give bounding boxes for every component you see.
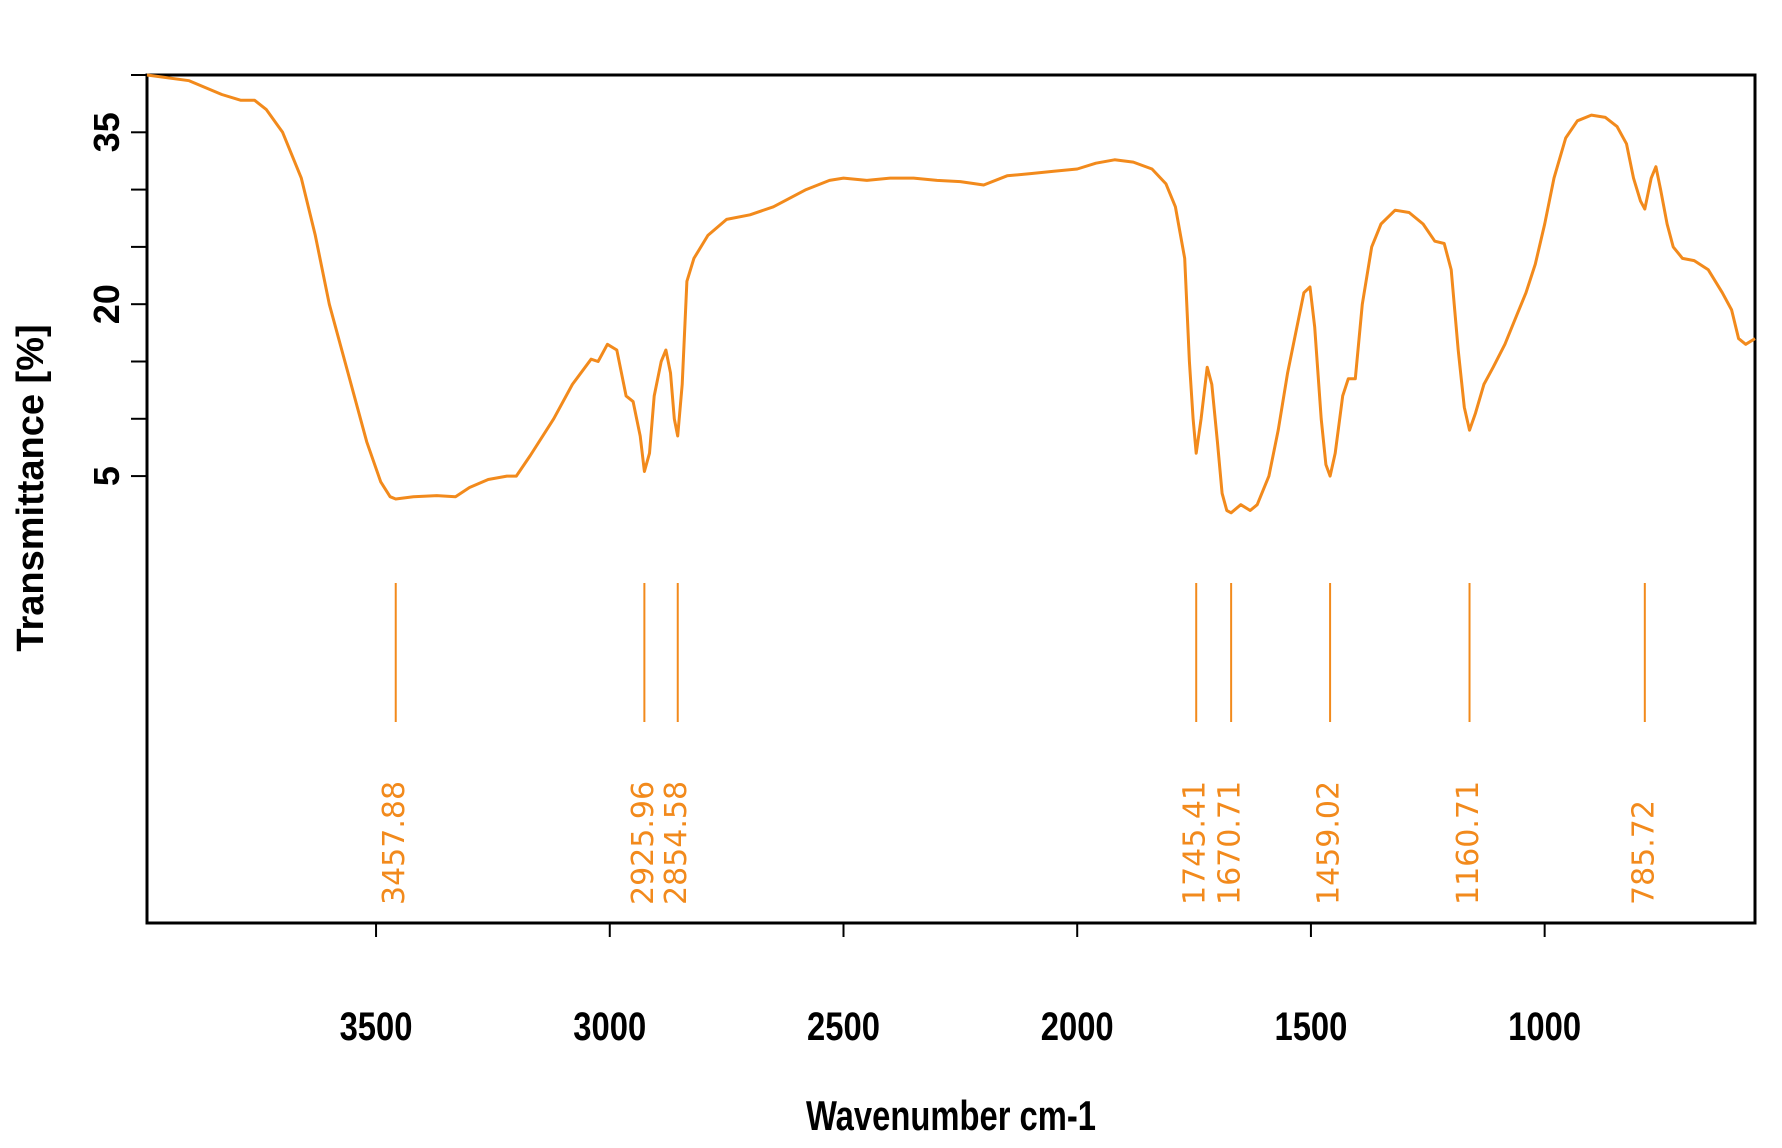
- x-tick-label: 1500: [1274, 1004, 1347, 1049]
- peak-label: 1459.02: [1312, 781, 1347, 905]
- spectrum-line: [146, 73, 1756, 515]
- y-axis: 5 20 35: [86, 74, 147, 486]
- x-tick-label: 3500: [340, 1004, 413, 1049]
- x-tick-label: 3000: [573, 1004, 646, 1049]
- x-tick-label: 2000: [1041, 1004, 1114, 1049]
- x-tick-label: 2500: [807, 1004, 880, 1049]
- x-tick-label: 1000: [1508, 1004, 1581, 1049]
- y-axis-title: Transmittance [%]: [10, 324, 52, 651]
- y-tick-label: 5: [86, 466, 127, 486]
- peak-label: 1670.71: [1213, 781, 1248, 905]
- x-axis: 3500 3000 2500 2000 1500 1000: [340, 923, 1581, 1049]
- peak-label: 1160.71: [1451, 781, 1486, 905]
- peak-label: 785.72: [1626, 800, 1661, 905]
- peak-label: 2854.58: [659, 781, 694, 905]
- plot-frame: [145, 73, 1757, 925]
- peak-label: 3457.88: [377, 781, 412, 905]
- x-axis-title: Wavenumber cm-1: [806, 1092, 1096, 1139]
- y-tick-label: 35: [86, 112, 127, 152]
- y-tick-label: 20: [86, 284, 127, 324]
- peak-label: 2925.96: [626, 781, 661, 905]
- peak-label: 1745.41: [1178, 781, 1213, 905]
